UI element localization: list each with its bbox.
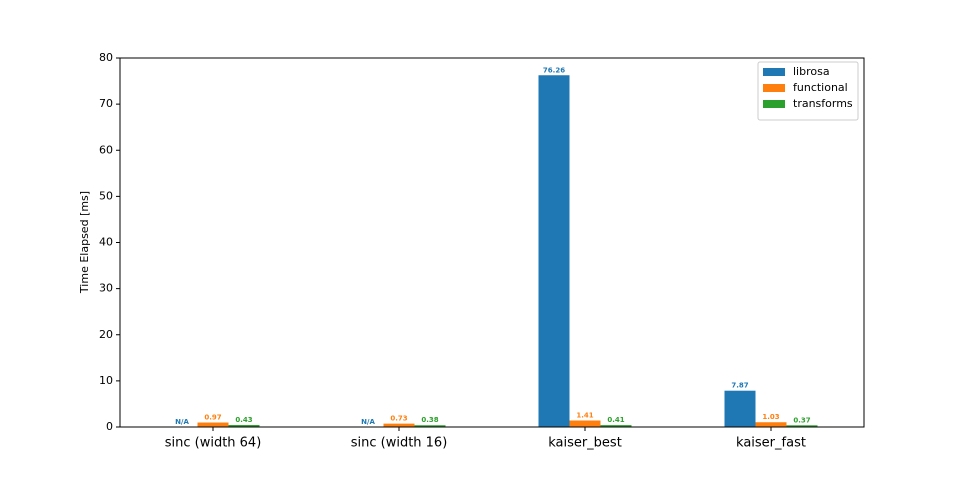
bar (538, 75, 570, 428)
value-label: 0.38 (421, 416, 438, 424)
bar (600, 425, 632, 427)
legend-swatch (763, 84, 785, 92)
plot-frame (119, 57, 865, 428)
value-label: 1.41 (576, 411, 593, 419)
y-tick-label: 30 (99, 282, 113, 295)
value-label: 1.03 (762, 413, 779, 421)
x-tick-label: sinc (width 64) (165, 436, 262, 451)
y-tick-label: 20 (99, 328, 113, 341)
y-axis-label: Time Elapsed [ms] (78, 191, 91, 294)
legend-label: librosa (793, 65, 830, 78)
y-tick-label: 10 (99, 374, 113, 387)
value-label: 0.73 (390, 415, 407, 423)
legend-label: transforms (793, 97, 853, 110)
value-label: 76.26 (543, 66, 565, 74)
x-tick-label: sinc (width 16) (351, 436, 448, 451)
x-tick-label: kaiser_best (548, 436, 622, 451)
bar (786, 425, 818, 427)
y-tick-label: 0 (106, 420, 113, 433)
value-label: 0.97 (204, 414, 221, 422)
bar (228, 425, 260, 427)
value-label: 7.87 (731, 382, 748, 390)
bar (197, 422, 229, 427)
y-tick-label: 50 (99, 189, 113, 202)
legend-label: functional (793, 81, 848, 94)
value-label: 0.37 (793, 416, 810, 424)
y-tick-label: 60 (99, 143, 113, 156)
y-tick-label: 80 (99, 51, 113, 64)
bar (383, 423, 415, 427)
y-tick-label: 40 (99, 236, 113, 249)
value-label: 0.41 (607, 416, 624, 424)
bar (724, 390, 756, 427)
bar (569, 420, 601, 427)
legend-swatch (763, 100, 785, 108)
value-label: N/A (361, 418, 375, 426)
legend-swatch (763, 68, 785, 76)
y-tick-label: 70 (99, 97, 113, 110)
value-label: N/A (175, 418, 189, 426)
bar (755, 422, 787, 427)
bar (414, 425, 446, 427)
value-label: 0.43 (235, 416, 252, 424)
x-tick-label: kaiser_fast (736, 436, 806, 451)
